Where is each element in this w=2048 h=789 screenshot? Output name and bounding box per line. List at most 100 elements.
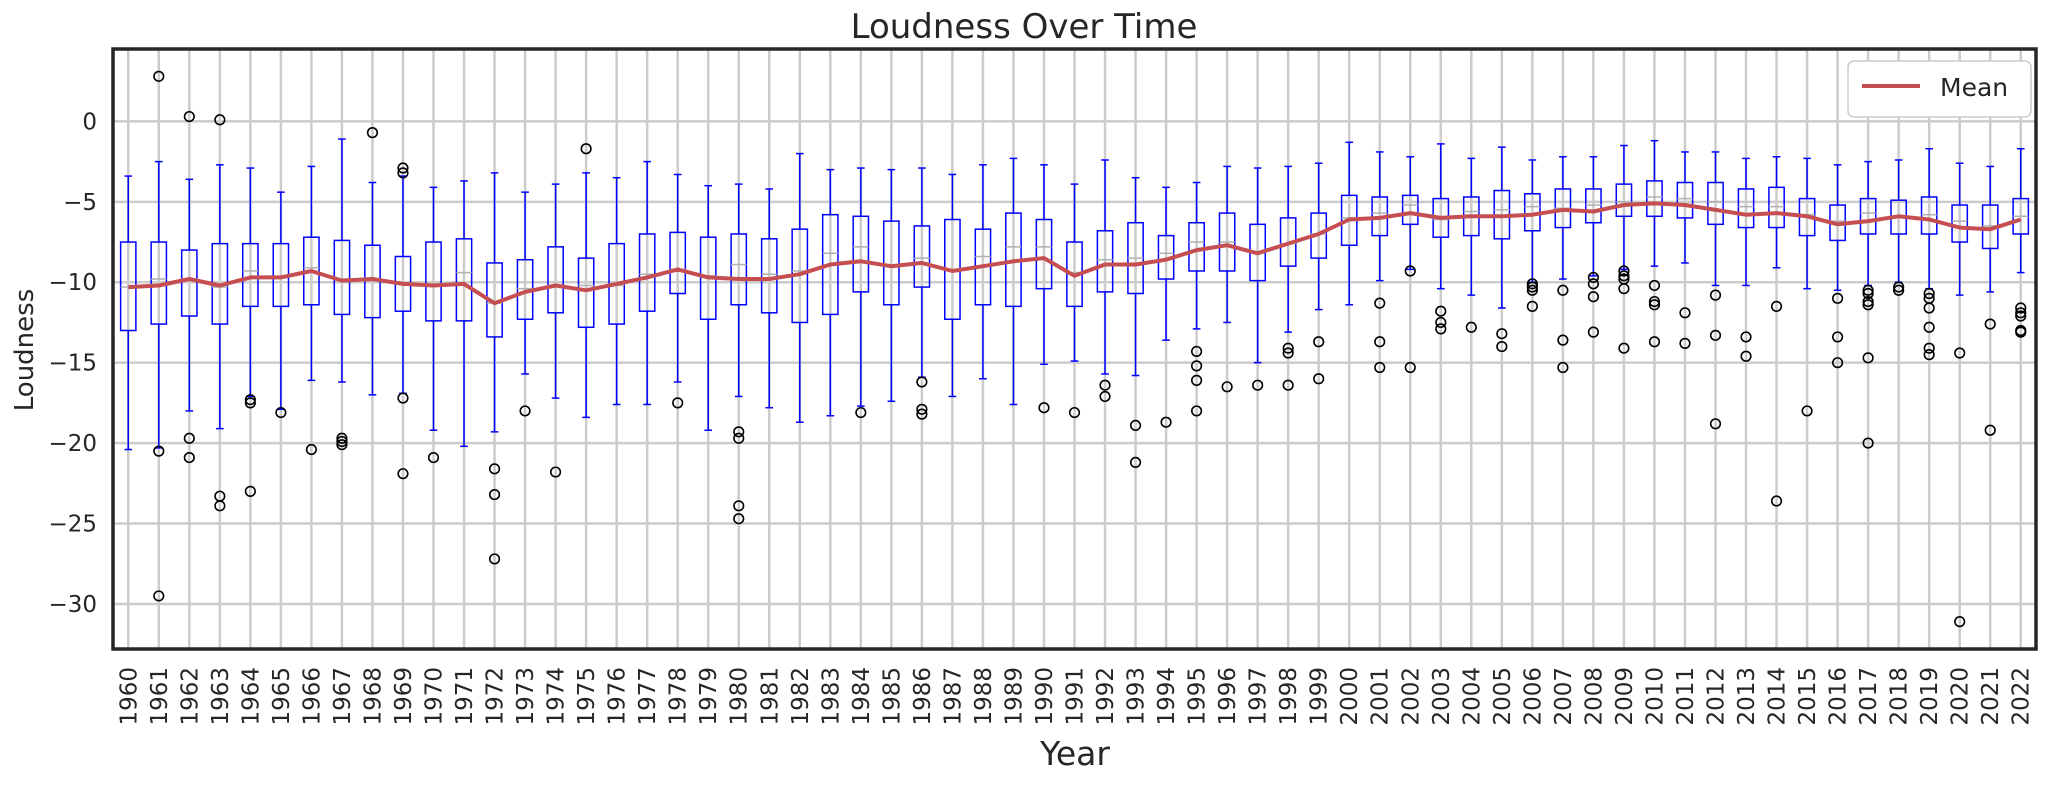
outlier-point xyxy=(397,167,409,179)
box-1980 xyxy=(730,183,748,398)
outlier-point xyxy=(1160,416,1172,428)
outlier-point xyxy=(1648,295,1661,308)
outlier-point xyxy=(1862,284,1874,296)
outlier-point xyxy=(183,432,195,444)
outlier-point xyxy=(1923,342,1935,354)
outlier-point xyxy=(1923,349,1935,361)
outlier-point xyxy=(1893,281,1905,293)
outlier-point xyxy=(1129,456,1142,469)
box-2022 xyxy=(2012,147,2030,274)
box-1977 xyxy=(638,160,656,406)
outlier-point xyxy=(1862,287,1874,300)
box-iqr xyxy=(669,231,687,295)
box-2002 xyxy=(1401,156,1419,271)
x-tick-label: 1986 xyxy=(910,667,936,726)
x-tick-label: 1963 xyxy=(208,667,234,726)
x-tick-labels: 1960 1961 1962 1963 1964 1965 1966 1967 1968 1969… xyxy=(116,667,2034,726)
outlier-point xyxy=(1496,328,1508,340)
outlier-point xyxy=(1404,361,1416,374)
box-2010 xyxy=(1646,139,1663,267)
x-tick-label: 1990 xyxy=(1032,667,1058,726)
box-iqr xyxy=(455,238,473,322)
outlier-point xyxy=(1526,300,1538,312)
outlier-point xyxy=(1526,284,1538,296)
x-tick-label: 1979 xyxy=(696,667,722,726)
x-tick-label: 2008 xyxy=(1581,667,1607,726)
box-1990 xyxy=(1035,164,1053,366)
box-iqr xyxy=(1585,188,1602,224)
legend-box xyxy=(1847,60,2032,118)
y-tick-label: −30 xyxy=(48,592,97,618)
box-iqr xyxy=(1768,186,1785,229)
outlier-point xyxy=(1435,316,1447,329)
outlier-point xyxy=(1435,305,1447,317)
outlier-point xyxy=(305,443,318,456)
outlier-point xyxy=(1435,323,1447,335)
x-tick-label: 2009 xyxy=(1612,667,1638,726)
legend-mean-label: Mean xyxy=(1940,73,2008,102)
outlier-point xyxy=(244,397,256,409)
x-tick-label: 2005 xyxy=(1490,667,1516,726)
outlier-point xyxy=(1984,424,1996,436)
outlier-point xyxy=(1709,418,1722,430)
box-1992 xyxy=(1096,159,1114,375)
box-2005 xyxy=(1493,146,1511,309)
outlier-point xyxy=(153,70,165,82)
box-iqr xyxy=(1676,181,1694,219)
box-1988 xyxy=(974,164,992,380)
box-2019 xyxy=(1920,147,1938,290)
box-iqr xyxy=(577,257,595,329)
outlier-point xyxy=(733,513,745,525)
outlier-point xyxy=(1740,331,1752,343)
outlier-point xyxy=(153,445,165,457)
outlier-point xyxy=(397,468,409,480)
outlier-point xyxy=(1954,347,1966,359)
outlier-point xyxy=(672,397,684,409)
outlier-point xyxy=(1526,278,1538,290)
y-tick-label: −20 xyxy=(48,431,97,457)
outlier-point xyxy=(1770,495,1783,507)
x-tick-label: 2011 xyxy=(1673,667,1699,726)
box-2014 xyxy=(1768,156,1785,269)
box-1981 xyxy=(760,188,778,409)
x-tick-label: 1965 xyxy=(269,667,295,726)
box-iqr xyxy=(425,241,442,322)
x-tick-label: 1981 xyxy=(757,667,783,726)
x-tick-label: 1978 xyxy=(666,667,692,726)
outlier-point xyxy=(1923,302,1935,314)
outlier-point xyxy=(1709,329,1722,341)
outlier-point xyxy=(733,432,745,444)
outlier-point xyxy=(733,426,745,438)
outlier-point xyxy=(1068,406,1081,419)
x-tick-label: 2016 xyxy=(1826,667,1852,726)
box-1975 xyxy=(577,172,595,419)
x-tick-label: 2021 xyxy=(1978,667,2004,726)
outlier-point xyxy=(183,110,195,123)
outlier-point xyxy=(2015,310,2027,322)
outlier-point xyxy=(244,394,256,406)
outlier-point xyxy=(275,406,287,419)
chart-title: Loudness Over Time xyxy=(851,7,1198,47)
outlier-point xyxy=(1831,292,1844,304)
box-1978 xyxy=(669,173,687,383)
outlier-point xyxy=(1618,283,1630,295)
box-1993 xyxy=(1127,176,1144,377)
outlier-point xyxy=(1862,352,1874,364)
x-tick-label: 1988 xyxy=(971,667,997,726)
outlier-point xyxy=(855,406,867,419)
outlier-point xyxy=(1587,326,1600,338)
x-tick-label: 1997 xyxy=(1246,667,1272,726)
box-1982 xyxy=(791,152,809,423)
box-2009 xyxy=(1615,144,1633,271)
outlier-point xyxy=(488,488,501,501)
outlier-point xyxy=(1221,381,1233,393)
x-tick-label: 1964 xyxy=(238,667,264,726)
x-tick-label: 1968 xyxy=(360,667,386,726)
box-iqr xyxy=(1707,181,1724,226)
x-tick-label: 1973 xyxy=(513,667,539,726)
x-tick-label: 1971 xyxy=(452,667,478,726)
y-tick-label: 0 xyxy=(82,109,97,135)
x-tick-label: 2001 xyxy=(1368,667,1394,726)
box-iqr xyxy=(1615,183,1633,218)
